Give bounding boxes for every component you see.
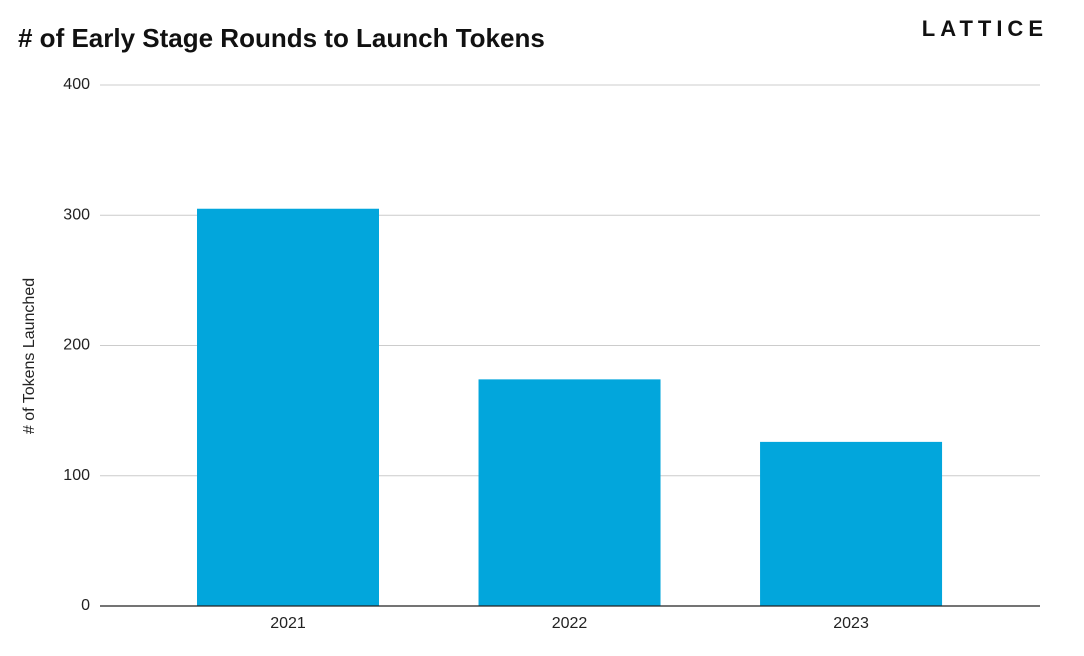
chart-title: # of Early Stage Rounds to Launch Tokens	[18, 23, 545, 53]
y-tick-label: 100	[63, 467, 90, 484]
y-tick-label: 0	[81, 597, 90, 614]
x-tick-label: 2022	[552, 615, 588, 632]
brand-logo: LATTICE	[922, 16, 1048, 41]
x-tick-label: 2021	[270, 615, 306, 632]
bar	[478, 379, 661, 606]
y-axis-label: # of Tokens Launched	[21, 278, 38, 434]
bar	[197, 208, 379, 607]
y-tick-label: 300	[63, 206, 90, 223]
bar	[760, 441, 943, 606]
y-tick-label: 400	[63, 76, 90, 93]
x-tick-label: 2023	[833, 615, 869, 632]
y-tick-label: 200	[63, 337, 90, 354]
